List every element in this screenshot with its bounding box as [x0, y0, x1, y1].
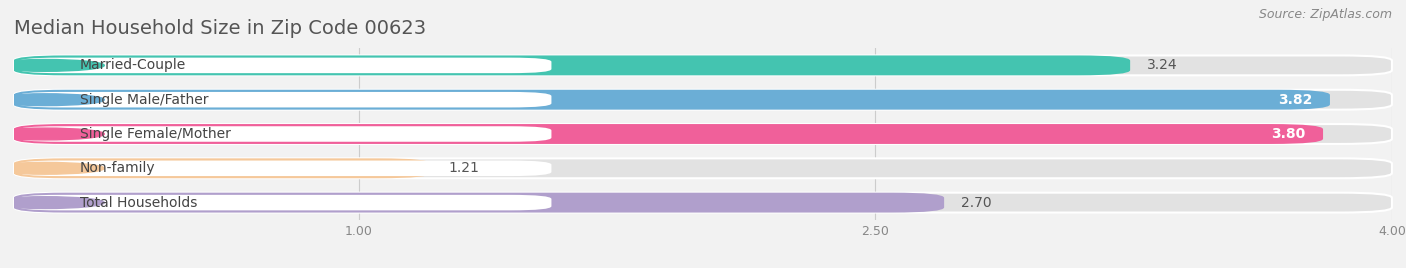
- Text: Source: ZipAtlas.com: Source: ZipAtlas.com: [1258, 8, 1392, 21]
- Text: 3.24: 3.24: [1147, 58, 1178, 72]
- FancyBboxPatch shape: [14, 124, 1323, 144]
- FancyBboxPatch shape: [14, 158, 1392, 178]
- Text: Total Households: Total Households: [80, 196, 197, 210]
- FancyBboxPatch shape: [14, 193, 1392, 213]
- FancyBboxPatch shape: [14, 124, 1392, 144]
- FancyBboxPatch shape: [14, 90, 1392, 110]
- Circle shape: [0, 162, 104, 174]
- FancyBboxPatch shape: [17, 195, 551, 210]
- FancyBboxPatch shape: [17, 161, 551, 176]
- FancyBboxPatch shape: [14, 90, 1330, 110]
- Circle shape: [0, 94, 104, 106]
- Text: 1.21: 1.21: [449, 161, 479, 175]
- FancyBboxPatch shape: [14, 158, 430, 178]
- Text: 3.82: 3.82: [1278, 93, 1313, 107]
- Text: Single Male/Father: Single Male/Father: [80, 93, 208, 107]
- FancyBboxPatch shape: [17, 58, 551, 73]
- FancyBboxPatch shape: [14, 193, 945, 213]
- Circle shape: [0, 59, 104, 71]
- Circle shape: [0, 128, 104, 140]
- Text: Median Household Size in Zip Code 00623: Median Household Size in Zip Code 00623: [14, 19, 426, 38]
- FancyBboxPatch shape: [17, 126, 551, 142]
- Text: Married-Couple: Married-Couple: [80, 58, 186, 72]
- Circle shape: [0, 197, 104, 209]
- Text: Non-family: Non-family: [80, 161, 155, 175]
- Text: 2.70: 2.70: [962, 196, 993, 210]
- Text: 3.80: 3.80: [1271, 127, 1306, 141]
- Text: Single Female/Mother: Single Female/Mother: [80, 127, 231, 141]
- FancyBboxPatch shape: [17, 92, 551, 107]
- FancyBboxPatch shape: [14, 55, 1392, 75]
- FancyBboxPatch shape: [14, 55, 1130, 75]
